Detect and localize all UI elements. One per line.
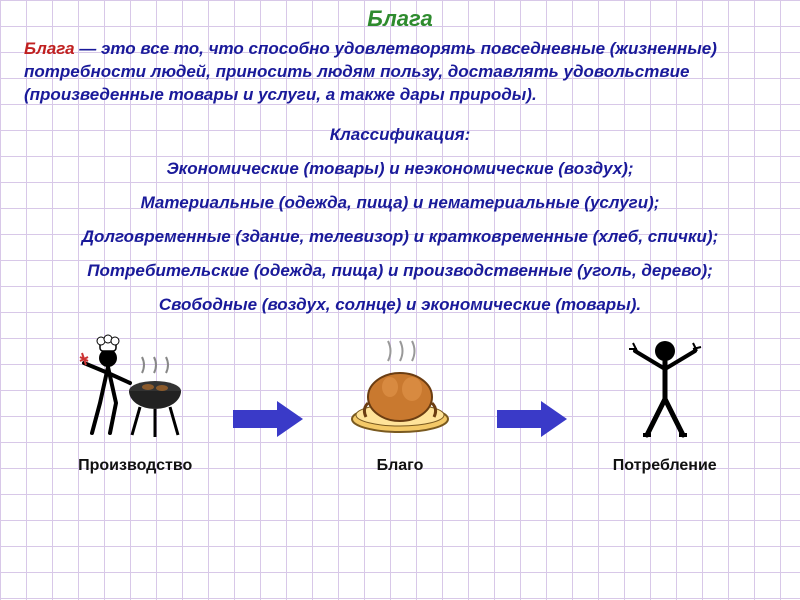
slide-content: Блага Блага — это все то, что способно у… — [0, 0, 800, 485]
classification-line-1: Экономические (товары) и неэкономические… — [24, 159, 776, 179]
classification-line-3: Долговременные (здание, телевизор) и кра… — [24, 227, 776, 247]
classification-heading: Классификация: — [24, 125, 776, 145]
cook-icon — [70, 333, 200, 443]
page-title: Блага — [24, 6, 776, 32]
flow-item-good: Благо — [335, 333, 465, 475]
flow-label-good: Благо — [377, 457, 424, 475]
classification-line-5: Свободные (воздух, солнце) и экономическ… — [24, 295, 776, 315]
classification-line-4: Потребительские (одежда, пища) и произво… — [24, 261, 776, 281]
flow-label-production: Производство — [78, 457, 192, 475]
arrow-icon — [497, 401, 567, 437]
definition-term: Блага — [24, 39, 75, 58]
flow-item-consumption: Потребление — [600, 333, 730, 475]
flow-diagram: Производство Благо — [24, 333, 776, 475]
dish-icon — [335, 333, 465, 443]
classification-line-2: Материальные (одежда, пища) и нематериал… — [24, 193, 776, 213]
arrow-icon — [233, 401, 303, 437]
definition-block: Блага — это все то, что способно удовлет… — [24, 38, 776, 107]
person-icon — [600, 333, 730, 443]
flow-label-consumption: Потребление — [613, 457, 717, 475]
definition-text: — это все то, что способно удовлетворять… — [24, 39, 717, 104]
flow-item-production: Производство — [70, 333, 200, 475]
